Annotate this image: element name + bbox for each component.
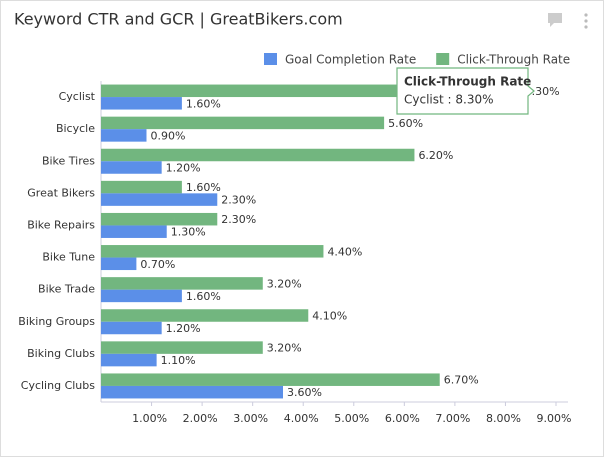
bar[interactable]: [101, 341, 263, 354]
value-label: 1.10%: [161, 354, 196, 367]
y-tick-label: Bike Tires: [42, 154, 95, 167]
chart-title: Keyword CTR and GCR | GreatBikers.com: [14, 10, 343, 29]
y-tick-label: Bike Repairs: [27, 218, 95, 231]
x-tick-label: 4.00%: [284, 412, 319, 425]
legend-swatch: [264, 53, 277, 65]
legend-label[interactable]: Goal Completion Rate: [285, 53, 416, 67]
bar[interactable]: [101, 257, 137, 271]
x-tick-label: 9.00%: [537, 412, 572, 425]
bar[interactable]: [101, 161, 162, 174]
bar[interactable]: [101, 321, 162, 335]
y-tick-label: Bicycle: [56, 122, 95, 135]
value-label: 1.60%: [186, 181, 221, 194]
x-tick-label: 7.00%: [435, 412, 470, 425]
y-tick-label: Bike Tune: [42, 251, 95, 264]
value-label: 0.90%: [151, 129, 186, 142]
bar[interactable]: [101, 193, 218, 206]
bar[interactable]: [101, 289, 182, 303]
value-label: 6.20%: [418, 149, 453, 162]
legend-label[interactable]: Click-Through Rate: [457, 53, 570, 67]
bar[interactable]: [101, 97, 182, 110]
bar[interactable]: [101, 225, 167, 238]
bar[interactable]: [101, 180, 182, 194]
value-label: 2.30%: [221, 213, 256, 226]
value-label: 1.30%: [171, 226, 206, 239]
bar[interactable]: [101, 309, 309, 322]
y-tick-label: Bike Trade: [38, 283, 95, 296]
x-tick-label: 6.00%: [385, 412, 420, 425]
bar[interactable]: [101, 277, 263, 290]
value-label: 4.10%: [312, 310, 347, 323]
value-label: 1.60%: [186, 290, 221, 303]
bar[interactable]: [101, 385, 283, 399]
x-tick-label: 2.00%: [183, 412, 218, 425]
value-label: 1.60%: [186, 97, 221, 110]
bar[interactable]: [101, 116, 385, 130]
value-label: 1.20%: [166, 322, 201, 335]
x-tick-label: 8.00%: [486, 412, 521, 425]
tooltip-text: Cyclist : 8.30%: [404, 93, 494, 107]
value-label: 3.20%: [267, 342, 302, 355]
value-label: 6.70%: [444, 374, 479, 387]
value-label: 8.30%: [525, 85, 560, 98]
tooltip: Click-Through Rate Cyclist : 8.30%: [396, 67, 535, 115]
comment-icon[interactable]: [548, 13, 562, 27]
y-tick-label: Cycling Clubs: [21, 379, 95, 392]
y-tick-label: Biking Clubs: [27, 347, 95, 360]
y-tick-label: Great Bikers: [27, 186, 95, 199]
bar[interactable]: [101, 353, 157, 367]
value-label: 0.70%: [140, 258, 175, 271]
tooltip-box: [396, 67, 535, 115]
menu-icon[interactable]: [584, 13, 588, 29]
value-label: 1.20%: [166, 162, 201, 175]
x-tick-label: 3.00%: [233, 412, 268, 425]
value-label: 2.30%: [221, 194, 256, 207]
value-label: 3.60%: [287, 386, 322, 399]
y-tick-label: Cyclist: [59, 90, 96, 103]
bar[interactable]: [101, 148, 415, 162]
bar[interactable]: [101, 212, 218, 226]
bar[interactable]: [101, 373, 440, 386]
value-label: 3.20%: [267, 277, 302, 290]
bar[interactable]: [101, 245, 324, 258]
value-label: 5.60%: [388, 117, 423, 130]
tooltip-title: Click-Through Rate: [404, 75, 531, 89]
value-label: 4.40%: [327, 245, 362, 258]
y-tick-label: Biking Groups: [18, 315, 95, 328]
legend-swatch: [436, 53, 450, 65]
bar[interactable]: [101, 129, 147, 142]
x-tick-label: 1.00%: [132, 412, 167, 425]
x-tick-label: 5.00%: [334, 412, 369, 425]
